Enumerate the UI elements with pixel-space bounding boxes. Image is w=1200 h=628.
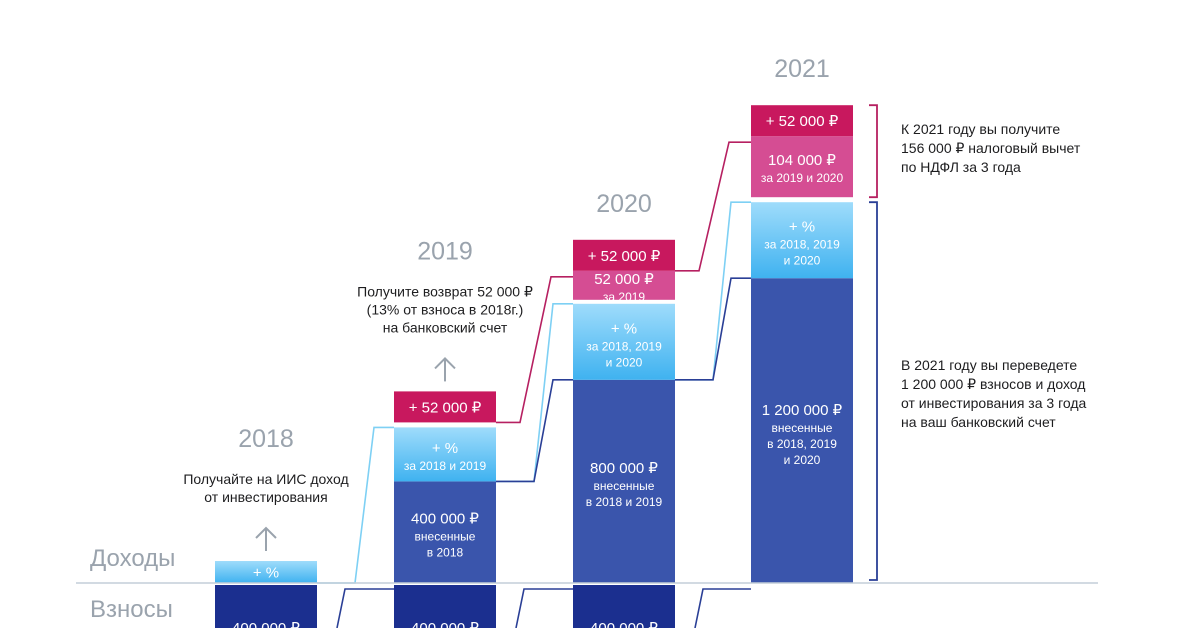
bar-segment-deduction_prev-2020 — [573, 270, 675, 300]
bar-label-balance-sub: внесенные — [772, 421, 833, 435]
note-arrow-head — [434, 356, 456, 370]
year-label-2020: 2020 — [596, 190, 652, 218]
bar-segment-balance-2020 — [573, 379, 675, 583]
bar-segment-income-2020 — [573, 303, 675, 380]
connector-line — [496, 302, 573, 483]
bar-label-income-sub: за 2018 и 2019 — [404, 459, 487, 473]
year-note-text: Получите возврат 52 000 ₽ — [357, 283, 533, 299]
year-notes: Получайте на ИИС доход от инвестирования П… — [183, 283, 533, 551]
connector-line — [496, 275, 573, 424]
year-label-2018: 2018 — [238, 425, 294, 453]
bar-segment-deduction_prev-2021 — [751, 136, 853, 198]
annotation-balance-text: 1 200 000 ₽ взносов и доход — [901, 376, 1085, 392]
bar-contribution-2019 — [394, 585, 496, 628]
connector-line — [675, 277, 751, 381]
bar-column-2019: 400 000 ₽ 400 000 ₽ внесенные в 2018 + % за 2… — [394, 237, 496, 628]
bar-segment-income-2018 — [215, 561, 317, 583]
note-arrow-head — [255, 526, 277, 539]
zone-label-contributions: Взносы — [90, 596, 173, 623]
connector-line — [515, 588, 573, 628]
bar-label-income: + % — [611, 320, 637, 337]
bar-segment-deduction_new-2020 — [573, 239, 675, 271]
connector-lines — [317, 141, 751, 628]
bar-label-income-sub: за 2018, 2019 — [764, 238, 840, 252]
year-label-2019: 2019 — [417, 237, 473, 265]
bar-column-2021: 1 200 000 ₽ внесенные в 2018, 2019 и 2020 + … — [751, 55, 853, 583]
connector-line — [496, 378, 573, 483]
bar-label-deduction_new: + 52 000 ₽ — [409, 399, 482, 416]
bar-label-balance-sub: в 2018, 2019 — [767, 437, 837, 451]
bar-label-balance-sub: внесенные — [594, 479, 655, 493]
bar-segment-balance-2019 — [394, 481, 496, 583]
annotation-balance-text: на ваш банковский счет — [901, 414, 1056, 430]
bar-label-balance: 1 200 000 ₽ — [762, 402, 843, 419]
bar-column-2018: 400 000 ₽ + % 2018 — [215, 425, 317, 628]
bar-column-2020: 400 000 ₽ 800 000 ₽ внесенные в 2018 и 2019… — [573, 190, 675, 628]
bar-label-deduction_prev: 52 000 ₽ — [594, 271, 654, 288]
bar-segment-deduction_new-2019 — [394, 391, 496, 423]
bar-segment-income-2019 — [394, 427, 496, 482]
bar-columns: 400 000 ₽ + % 2018 400 000 ₽ 400 000 ₽ внесен… — [215, 55, 853, 628]
year-note-text: от инвестирования — [204, 489, 327, 505]
bar-label-balance-sub: внесенные — [415, 530, 476, 544]
connector-line — [675, 141, 751, 272]
connector-line — [317, 426, 394, 584]
bar-contribution-2020 — [573, 585, 675, 628]
side-annotations: К 2021 году вы получите 156 000 ₽ налогов… — [869, 104, 1087, 581]
annotation-deduction-text: по НДФЛ за 3 года — [901, 159, 1021, 175]
year-note-text: на банковский счет — [383, 319, 508, 335]
bar-segment-balance-2021 — [751, 278, 853, 583]
bar-label-income-sub: за 2018, 2019 — [586, 339, 662, 353]
bar-label-income: + % — [432, 440, 458, 457]
bar-label-balance-sub: в 2018 — [427, 546, 464, 560]
bar-segment-deduction_new-2021 — [751, 105, 853, 137]
bar-label-deduction_prev: 104 000 ₽ — [768, 152, 836, 169]
bar-label-contribution: 400 000 ₽ — [411, 620, 479, 628]
year-note-text: (13% от взноса в 2018г.) — [367, 301, 524, 317]
annotation-balance-text: В 2021 году вы переведете — [901, 357, 1077, 373]
annotation-balance-text: от инвестирования за 3 года — [901, 395, 1087, 411]
bar-label-deduction_prev-sub: за 2019 — [603, 290, 646, 304]
bar-label-deduction_prev-sub: за 2019 и 2020 — [761, 171, 844, 185]
connector-line — [336, 588, 394, 628]
bar-label-balance: 800 000 ₽ — [590, 460, 658, 477]
bracket-balance — [869, 201, 878, 581]
zone-label-income: Доходы — [90, 545, 175, 572]
annotation-deduction-text: 156 000 ₽ налоговый вычет — [901, 140, 1081, 156]
bracket-deduction — [869, 104, 878, 199]
bar-segment-income-2021 — [751, 202, 853, 279]
bar-label-income-sub: и 2020 — [784, 254, 821, 268]
bar-label-contribution: 400 000 ₽ — [590, 620, 658, 628]
connector-line — [694, 588, 751, 628]
bar-label-deduction_new: + 52 000 ₽ — [588, 248, 661, 265]
bar-label-contribution: 400 000 ₽ — [232, 620, 300, 628]
bar-label-balance: 400 000 ₽ — [411, 511, 479, 528]
bar-label-income-sub: и 2020 — [606, 355, 643, 369]
bar-label-deduction_new: + 52 000 ₽ — [766, 113, 839, 130]
bar-label-income: + % — [253, 565, 279, 582]
bar-contribution-2018 — [215, 585, 317, 628]
bar-label-balance-sub: и 2020 — [784, 453, 821, 467]
annotation-deduction-text: К 2021 году вы получите — [901, 121, 1060, 137]
year-label-2021: 2021 — [774, 55, 830, 83]
bar-label-balance-sub: в 2018 и 2019 — [586, 495, 663, 509]
bar-label-income: + % — [789, 219, 815, 236]
connector-line — [675, 201, 751, 381]
year-note-text: Получайте на ИИС доход — [183, 471, 348, 487]
